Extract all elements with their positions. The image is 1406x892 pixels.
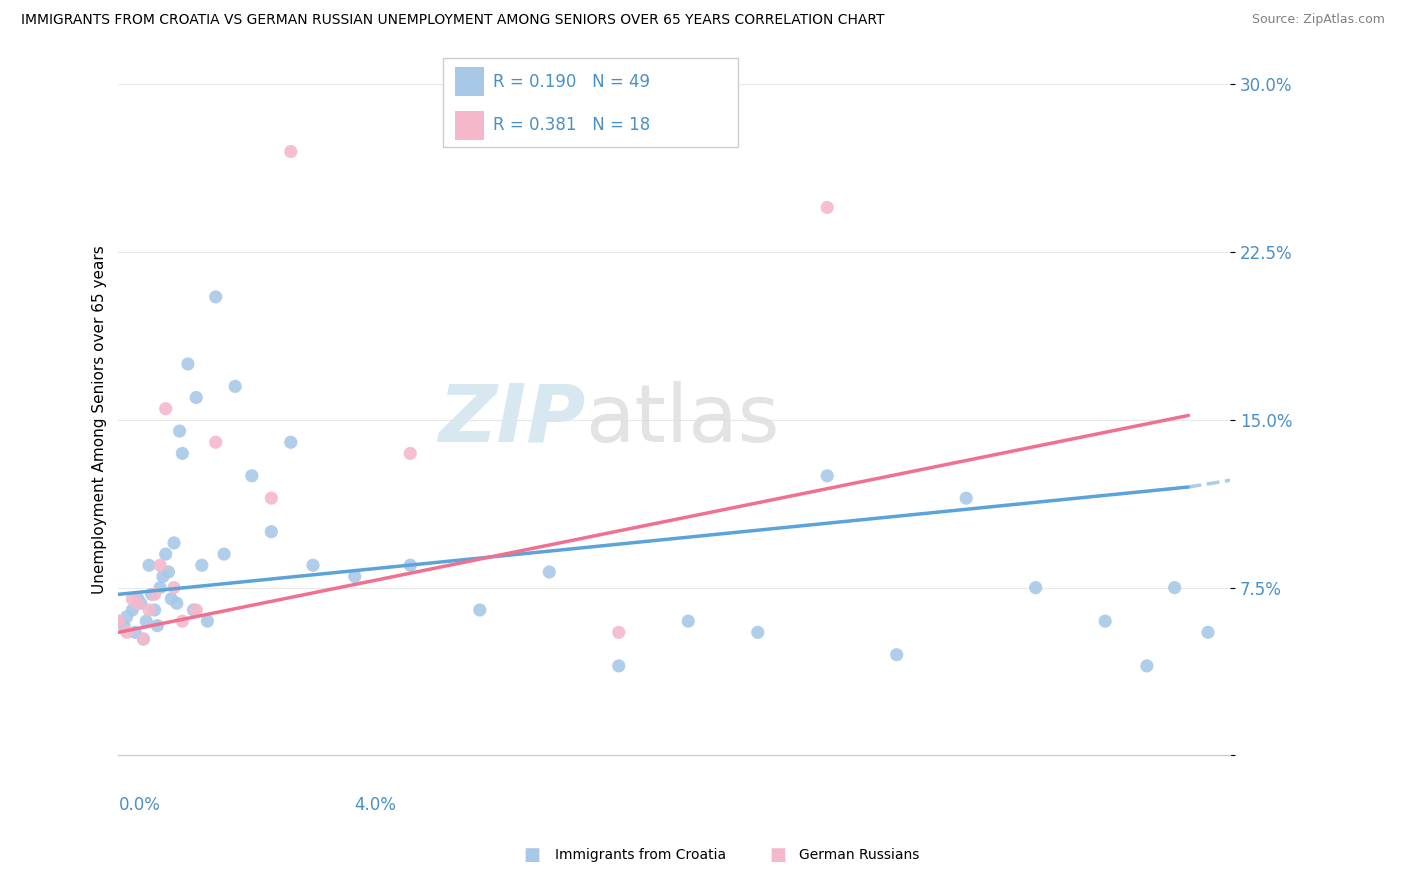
Text: Immigrants from Croatia: Immigrants from Croatia xyxy=(555,847,727,862)
Point xyxy=(132,632,155,646)
Point xyxy=(607,659,630,673)
Point xyxy=(676,614,699,628)
Point xyxy=(127,596,149,610)
Point xyxy=(815,468,838,483)
Text: atlas: atlas xyxy=(585,381,780,458)
Point xyxy=(163,536,186,550)
Point xyxy=(1025,581,1047,595)
Text: R = 0.190   N = 49: R = 0.190 N = 49 xyxy=(494,72,650,91)
Point xyxy=(157,565,180,579)
Point xyxy=(280,435,302,450)
Point xyxy=(138,603,160,617)
Text: 0.0%: 0.0% xyxy=(118,796,160,814)
Point xyxy=(260,491,283,505)
Point xyxy=(747,625,769,640)
Point xyxy=(886,648,908,662)
Point xyxy=(149,581,172,595)
Text: ZIP: ZIP xyxy=(439,381,585,458)
Text: R = 0.381   N = 18: R = 0.381 N = 18 xyxy=(494,116,651,135)
FancyBboxPatch shape xyxy=(454,111,484,140)
Point xyxy=(1163,581,1185,595)
Y-axis label: Unemployment Among Seniors over 65 years: Unemployment Among Seniors over 65 years xyxy=(93,245,107,594)
Point xyxy=(107,614,129,628)
Point xyxy=(160,591,183,606)
Point xyxy=(172,614,194,628)
Point xyxy=(143,603,166,617)
Point xyxy=(955,491,977,505)
Point xyxy=(163,581,186,595)
Point xyxy=(183,603,205,617)
Text: IMMIGRANTS FROM CROATIA VS GERMAN RUSSIAN UNEMPLOYMENT AMONG SENIORS OVER 65 YEA: IMMIGRANTS FROM CROATIA VS GERMAN RUSSIA… xyxy=(21,13,884,28)
Point xyxy=(280,145,302,159)
Point xyxy=(260,524,283,539)
Text: German Russians: German Russians xyxy=(799,847,920,862)
Point xyxy=(129,596,152,610)
Point xyxy=(124,625,146,640)
Point xyxy=(186,391,208,405)
Point xyxy=(177,357,200,371)
Point xyxy=(121,603,143,617)
Point xyxy=(107,614,129,628)
Point xyxy=(240,468,263,483)
Text: 4.0%: 4.0% xyxy=(354,796,396,814)
Point xyxy=(115,609,138,624)
Point xyxy=(146,618,169,632)
Text: ■: ■ xyxy=(769,846,786,863)
Point xyxy=(149,558,172,573)
Point xyxy=(155,401,177,416)
Point xyxy=(115,625,138,640)
Point xyxy=(191,558,214,573)
Point xyxy=(152,569,174,583)
Point xyxy=(204,290,226,304)
Point xyxy=(135,614,157,628)
FancyBboxPatch shape xyxy=(443,58,738,147)
Point xyxy=(143,587,166,601)
Point xyxy=(343,569,366,583)
Point xyxy=(155,547,177,561)
Point xyxy=(138,558,160,573)
Point xyxy=(224,379,246,393)
Point xyxy=(186,603,208,617)
Point xyxy=(132,632,155,646)
Point xyxy=(172,446,194,460)
Point xyxy=(204,435,226,450)
Point xyxy=(1197,625,1219,640)
Point xyxy=(1094,614,1116,628)
Text: ■: ■ xyxy=(523,846,540,863)
Point xyxy=(212,547,235,561)
Point xyxy=(302,558,325,573)
FancyBboxPatch shape xyxy=(454,67,484,96)
Text: Source: ZipAtlas.com: Source: ZipAtlas.com xyxy=(1251,13,1385,27)
Point xyxy=(399,558,422,573)
Point xyxy=(127,591,149,606)
Point xyxy=(538,565,561,579)
Point xyxy=(607,625,630,640)
Point xyxy=(141,587,163,601)
Point xyxy=(166,596,188,610)
Point xyxy=(399,446,422,460)
Point xyxy=(169,424,191,438)
Point xyxy=(815,201,838,215)
Point xyxy=(468,603,491,617)
Point xyxy=(1136,659,1159,673)
Point xyxy=(121,591,143,606)
Point xyxy=(195,614,218,628)
Point xyxy=(112,618,135,632)
